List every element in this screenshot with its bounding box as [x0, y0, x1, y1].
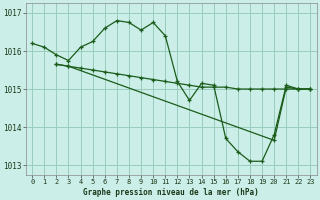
X-axis label: Graphe pression niveau de la mer (hPa): Graphe pression niveau de la mer (hPa) [84, 188, 259, 197]
